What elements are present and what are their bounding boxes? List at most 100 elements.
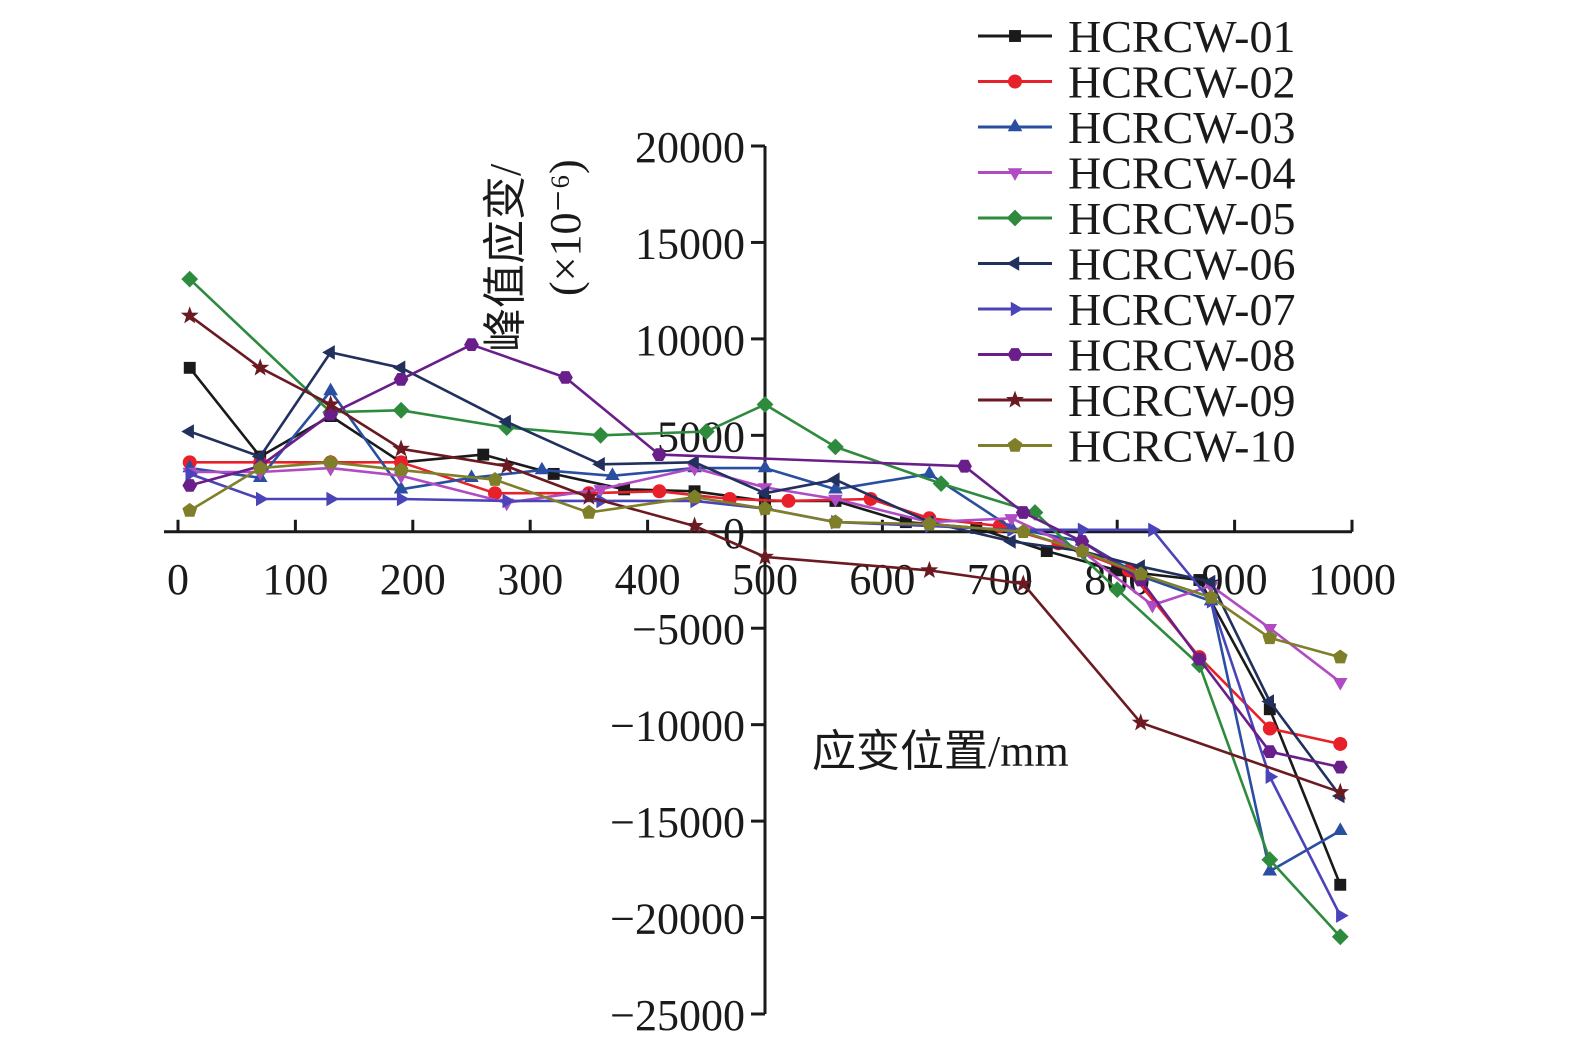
data-point xyxy=(652,448,667,461)
y-tick-label: −15000 xyxy=(610,798,745,847)
legend-item: HCRCW-06 xyxy=(978,239,1295,290)
data-point xyxy=(251,358,270,376)
data-point xyxy=(547,467,560,480)
data-point xyxy=(1336,908,1349,923)
data-point xyxy=(1333,822,1348,835)
data-point xyxy=(464,338,479,351)
data-point xyxy=(1074,535,1090,548)
data-point xyxy=(828,494,843,508)
series-line xyxy=(189,460,1341,659)
data-point xyxy=(579,487,598,505)
series-line xyxy=(189,351,1342,797)
data-point xyxy=(1331,782,1350,800)
data-point xyxy=(652,484,667,499)
legend: HCRCW-01HCRCW-02HCRCW-03HCRCW-04HCRCW-05… xyxy=(978,11,1295,472)
data-point xyxy=(1040,545,1053,558)
data-point xyxy=(1262,862,1278,876)
legend-swatch-marker xyxy=(1007,168,1023,181)
series-line xyxy=(189,466,1342,684)
data-point xyxy=(322,345,335,360)
y-tick-label: −10000 xyxy=(610,702,745,751)
data-point xyxy=(757,500,773,515)
x-axis-title: 应变位置/mm xyxy=(812,727,1069,776)
series-hcrcw-05 xyxy=(181,270,1349,946)
y-tick-label: 10000 xyxy=(635,316,745,365)
legend-swatch-marker xyxy=(1006,209,1024,227)
data-point xyxy=(558,371,573,384)
data-point xyxy=(756,396,774,413)
legend-label: HCRCW-09 xyxy=(1068,375,1295,426)
legend-swatch-marker xyxy=(1007,118,1023,132)
data-point xyxy=(1074,543,1090,558)
data-point xyxy=(1111,564,1124,577)
data-point xyxy=(1192,652,1207,666)
x-tick-label: 600 xyxy=(849,555,915,604)
legend-swatch-marker xyxy=(1008,74,1022,89)
data-point xyxy=(685,516,704,534)
data-point xyxy=(1334,878,1347,891)
legend-swatch-marker xyxy=(1006,256,1020,271)
data-point xyxy=(252,460,268,475)
legend-item: HCRCW-10 xyxy=(978,421,1295,472)
y-axis-title-line2: (×10⁻⁶) xyxy=(541,159,590,296)
data-point xyxy=(326,491,339,507)
y-tick-label: 20000 xyxy=(635,123,745,172)
y-axis-title-line1: 峰值应变/ xyxy=(481,163,530,352)
data-point xyxy=(828,480,843,494)
data-point xyxy=(321,395,340,413)
data-point xyxy=(932,475,950,492)
data-point xyxy=(183,361,196,374)
data-point xyxy=(1108,581,1126,598)
data-point xyxy=(323,454,338,469)
legend-label: HCRCW-06 xyxy=(1068,239,1295,290)
data-point xyxy=(1262,721,1277,736)
data-point xyxy=(697,423,715,440)
data-point xyxy=(757,459,773,473)
legend-swatch-marker xyxy=(1009,30,1021,42)
legend-label: HCRCW-10 xyxy=(1068,421,1295,472)
data-point xyxy=(863,491,878,506)
data-point xyxy=(393,462,409,477)
data-point xyxy=(592,426,609,444)
data-point xyxy=(1015,506,1031,519)
data-point xyxy=(899,516,912,529)
x-tick-label: 300 xyxy=(497,555,563,604)
legend-item: HCRCW-05 xyxy=(978,193,1295,244)
data-point xyxy=(477,448,490,461)
data-point xyxy=(256,491,269,507)
data-point xyxy=(1133,566,1148,581)
data-point xyxy=(1332,649,1348,664)
legend-item: HCRCW-09 xyxy=(978,375,1295,426)
data-point xyxy=(686,455,699,470)
data-point xyxy=(393,480,409,494)
data-point xyxy=(182,479,198,492)
data-point xyxy=(1262,630,1278,645)
data-point xyxy=(180,306,199,324)
series-hcrcw-09 xyxy=(180,306,1350,800)
data-point xyxy=(1145,600,1160,614)
data-point xyxy=(581,504,597,519)
data-point xyxy=(323,382,338,396)
data-point xyxy=(1261,851,1279,869)
data-point xyxy=(605,467,620,480)
y-tick-label: 15000 xyxy=(635,219,745,268)
data-point xyxy=(1332,760,1348,774)
data-point xyxy=(185,466,199,482)
x-tick-label: 500 xyxy=(732,555,798,604)
x-tick-label: 1000 xyxy=(1308,555,1396,604)
x-tick-label: 200 xyxy=(380,555,446,604)
x-tick-label: 400 xyxy=(615,555,681,604)
data-point xyxy=(392,360,406,376)
data-point xyxy=(1333,678,1348,691)
data-point xyxy=(922,516,937,531)
data-point xyxy=(1077,522,1091,538)
data-point xyxy=(756,547,774,565)
data-point xyxy=(487,472,503,486)
legend-label: HCRCW-05 xyxy=(1068,193,1295,244)
data-point xyxy=(827,472,840,487)
legend-label: HCRCW-03 xyxy=(1068,102,1295,153)
data-point xyxy=(396,491,410,507)
data-point xyxy=(1148,522,1161,538)
series-hcrcw-07 xyxy=(185,466,1349,923)
y-tick-label: −25000 xyxy=(610,991,745,1040)
